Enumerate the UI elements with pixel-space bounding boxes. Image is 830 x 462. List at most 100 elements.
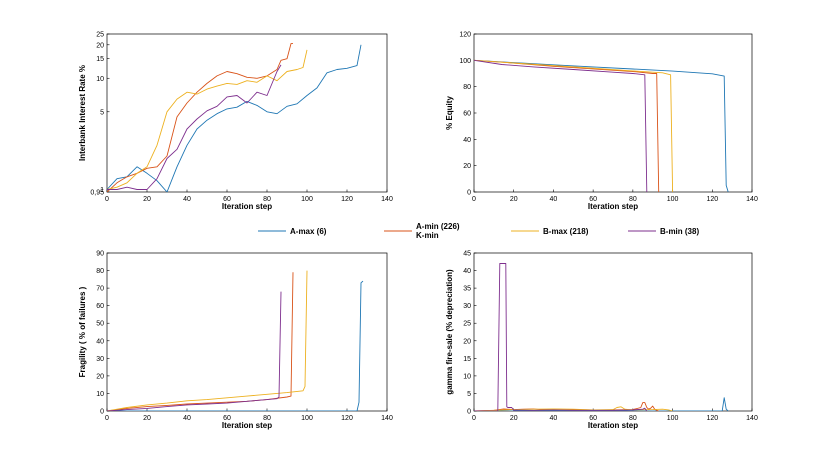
legend-sublabel: K-min [416, 231, 439, 240]
y-tick-label: 20 [463, 163, 471, 170]
series-line-b-max [107, 49, 308, 190]
plot-frame [106, 33, 388, 193]
y-tick-label: 20 [463, 338, 471, 345]
x-tick-label: 120 [341, 415, 353, 422]
series-line-a-max [107, 280, 364, 411]
x-tick-label: 140 [381, 196, 393, 203]
y-tick-label: 0,95 [90, 190, 104, 197]
y-tick-label: 0 [100, 409, 104, 416]
y-tick-label: 25 [96, 32, 104, 39]
firesale-chart: 0 20 40 60 80 100 120 140 0 5 10 15 20 25 30 35 40 45 Iter… [445, 251, 758, 431]
x-tick-label: 40 [550, 196, 558, 203]
x-tick-label: 140 [746, 196, 758, 203]
y-tick-label: 40 [463, 268, 471, 275]
plot-frame [473, 252, 753, 412]
x-tick-label: 20 [510, 196, 518, 203]
x-tick-label: 60 [223, 196, 231, 203]
y-tick-label: 90 [96, 251, 104, 258]
y-tick-label: 60 [463, 111, 471, 118]
x-tick-label: 40 [183, 196, 191, 203]
y-tick-label: 5 [100, 109, 104, 116]
y-tick-label: 40 [96, 338, 104, 345]
y-tick-label: 50 [96, 321, 104, 328]
x-tick-label: 120 [706, 415, 718, 422]
x-tick-label: 40 [550, 415, 558, 422]
x-tick-label: 0 [105, 415, 109, 422]
x-tick-label: 140 [381, 415, 393, 422]
x-tick-label: 20 [510, 415, 518, 422]
series-line-b-min [107, 291, 282, 411]
y-tick-label: 70 [96, 286, 104, 293]
x-tick-label: 20 [143, 196, 151, 203]
x-axis-label: Iteration step [588, 202, 638, 211]
y-tick-label: 15 [463, 356, 471, 363]
series-line-b-min [474, 263, 648, 411]
legend-label: A-min (226) [416, 222, 460, 231]
y-tick-label: 0 [467, 190, 471, 197]
plot-frame [473, 33, 753, 193]
series-line-a-min [474, 59, 660, 192]
y-tick-label: 15 [96, 56, 104, 63]
x-tick-label: 20 [143, 415, 151, 422]
y-tick-label: 30 [96, 356, 104, 363]
equity-chart: 0 20 40 60 80 100 120 140 0 20 40 60 80 100 120 Iterati… [445, 32, 758, 212]
y-tick-label: 80 [463, 84, 471, 91]
x-tick-label: 100 [301, 196, 313, 203]
x-tick-label: 140 [746, 415, 758, 422]
series-line-a-max [474, 59, 729, 192]
x-tick-label: 40 [183, 415, 191, 422]
y-axis-label: Fragility ( % of failures ) [78, 286, 87, 377]
x-tick-label: 60 [223, 415, 231, 422]
series-line-b-min [474, 59, 648, 192]
y-tick-label: 10 [463, 373, 471, 380]
y-tick-label: 35 [463, 286, 471, 293]
series-line-b-max [107, 270, 308, 411]
legend-item-a-min: A-min (226)K-min [384, 222, 460, 240]
legend: A-max (6) A-min (226)K-min B-max (218) B-mi… [258, 222, 699, 240]
y-tick-label: 25 [463, 321, 471, 328]
legend-label: B-min (38) [660, 227, 699, 236]
x-tick-label: 60 [589, 196, 597, 203]
y-axis-label: % Equity [445, 96, 454, 130]
y-tick-label: 0 [467, 409, 471, 416]
legend-item-b-min: B-min (38) [628, 227, 699, 236]
y-tick-label: 5 [467, 391, 471, 398]
series-line-a-min [107, 272, 294, 411]
fragility-chart: 0 20 40 60 80 100 120 140 0 10 20 30 40 50 60 70 80 90 Ite… [78, 251, 393, 431]
y-axis-label: Interbank Interest Rate % [78, 65, 87, 161]
x-axis-label: Iteration step [588, 421, 638, 430]
y-tick-label: 10 [96, 76, 104, 83]
series-line-a-max [107, 44, 362, 192]
series-line-b-max [474, 59, 674, 192]
y-axis-label: gamma fire-sale (% depreciation) [445, 269, 454, 395]
x-axis-label: Iteration step [222, 421, 272, 430]
x-tick-label: 80 [263, 415, 271, 422]
y-tick-label: 1 [100, 187, 104, 194]
series-line-a-max [474, 397, 729, 411]
x-tick-label: 0 [472, 415, 476, 422]
legend-item-a-max: A-max (6) [258, 227, 327, 236]
x-tick-label: 80 [263, 196, 271, 203]
interest-chart: 0 20 40 60 80 100 120 1400,951510152025Iteratio… [78, 32, 393, 212]
y-tick-label: 80 [96, 268, 104, 275]
y-tick-label: 45 [463, 251, 471, 258]
y-tick-label: 20 [96, 373, 104, 380]
series-line-a-min [107, 43, 293, 192]
legend-item-b-max: B-max (218) [511, 227, 589, 236]
y-tick-label: 20 [96, 42, 104, 49]
plot-frame [106, 252, 388, 412]
x-tick-label: 0 [105, 196, 109, 203]
series-line-b-max [474, 406, 673, 411]
y-tick-label: 120 [459, 32, 471, 39]
x-axis-label: Iteration step [222, 202, 272, 211]
x-tick-label: 100 [667, 196, 679, 203]
y-tick-label: 40 [463, 137, 471, 144]
x-tick-label: 100 [301, 415, 313, 422]
y-tick-label: 10 [96, 391, 104, 398]
x-tick-label: 120 [341, 196, 353, 203]
x-tick-label: 80 [629, 415, 637, 422]
legend-label: B-max (218) [543, 227, 589, 236]
x-tick-label: 100 [667, 415, 679, 422]
x-tick-label: 80 [629, 196, 637, 203]
